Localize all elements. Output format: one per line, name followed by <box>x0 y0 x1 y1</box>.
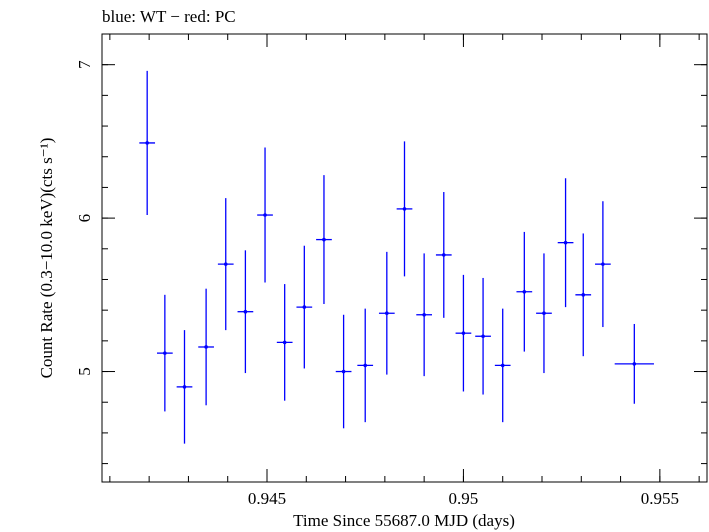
data-marker <box>581 293 586 297</box>
data-marker <box>263 213 267 217</box>
data-marker <box>563 240 568 245</box>
data-marker <box>363 363 368 368</box>
data-point <box>516 231 533 352</box>
data-marker <box>422 312 426 317</box>
y-axis-tick-labels: 5 6 7 <box>75 60 94 376</box>
data-marker <box>282 340 287 345</box>
data-point <box>296 245 313 369</box>
x-axis-ticks <box>109 34 700 482</box>
data-series-wt <box>139 70 654 444</box>
data-point <box>396 141 413 277</box>
x-tick-label: 0.95 <box>449 489 479 508</box>
data-marker <box>542 311 546 316</box>
data-marker <box>441 253 446 257</box>
data-point <box>536 253 552 374</box>
data-marker <box>385 311 389 316</box>
data-marker <box>402 207 407 211</box>
x-axis-tick-labels: 0.945 0.95 0.955 <box>248 489 679 508</box>
data-point <box>217 198 234 331</box>
data-marker <box>341 369 346 374</box>
data-point <box>198 288 214 406</box>
data-marker <box>302 305 307 309</box>
data-marker <box>163 351 167 355</box>
data-marker <box>322 237 326 242</box>
data-marker <box>500 363 505 368</box>
data-point <box>176 330 193 444</box>
data-point <box>416 253 432 377</box>
y-tick-label: 7 <box>75 60 94 69</box>
data-point <box>595 201 611 328</box>
data-marker <box>481 334 485 339</box>
data-marker <box>145 141 149 145</box>
x-axis-label: Time Since 55687.0 MJD (days) <box>293 511 515 530</box>
data-point <box>237 250 254 374</box>
data-marker <box>182 385 187 389</box>
data-point <box>614 323 654 404</box>
data-marker <box>461 331 466 335</box>
data-marker <box>632 362 637 366</box>
data-point <box>357 308 374 423</box>
data-point <box>435 192 452 318</box>
chart-title: blue: WT − red: PC <box>102 7 236 26</box>
data-point <box>557 178 574 308</box>
data-marker <box>601 262 605 266</box>
data-marker <box>204 345 208 349</box>
data-point <box>139 70 156 216</box>
data-point <box>276 284 293 401</box>
data-point <box>378 251 395 375</box>
data-point <box>316 175 332 305</box>
x-tick-label: 0.945 <box>248 489 286 508</box>
data-marker <box>243 309 248 314</box>
data-point <box>157 294 173 412</box>
y-tick-label: 5 <box>75 367 94 376</box>
data-point <box>455 274 472 392</box>
data-point <box>257 147 273 283</box>
y-axis-label: Count Rate (0.3−10.0 keV)(cts s⁻¹) <box>37 138 56 379</box>
data-point <box>575 233 592 357</box>
data-point <box>335 314 352 429</box>
plot-frame <box>101 33 708 483</box>
data-marker <box>522 289 527 294</box>
x-tick-label: 0.955 <box>641 489 679 508</box>
data-marker <box>223 262 228 266</box>
data-point <box>475 277 491 395</box>
data-point <box>494 308 511 423</box>
y-axis-ticks <box>102 33 707 465</box>
y-tick-label: 6 <box>75 214 94 223</box>
